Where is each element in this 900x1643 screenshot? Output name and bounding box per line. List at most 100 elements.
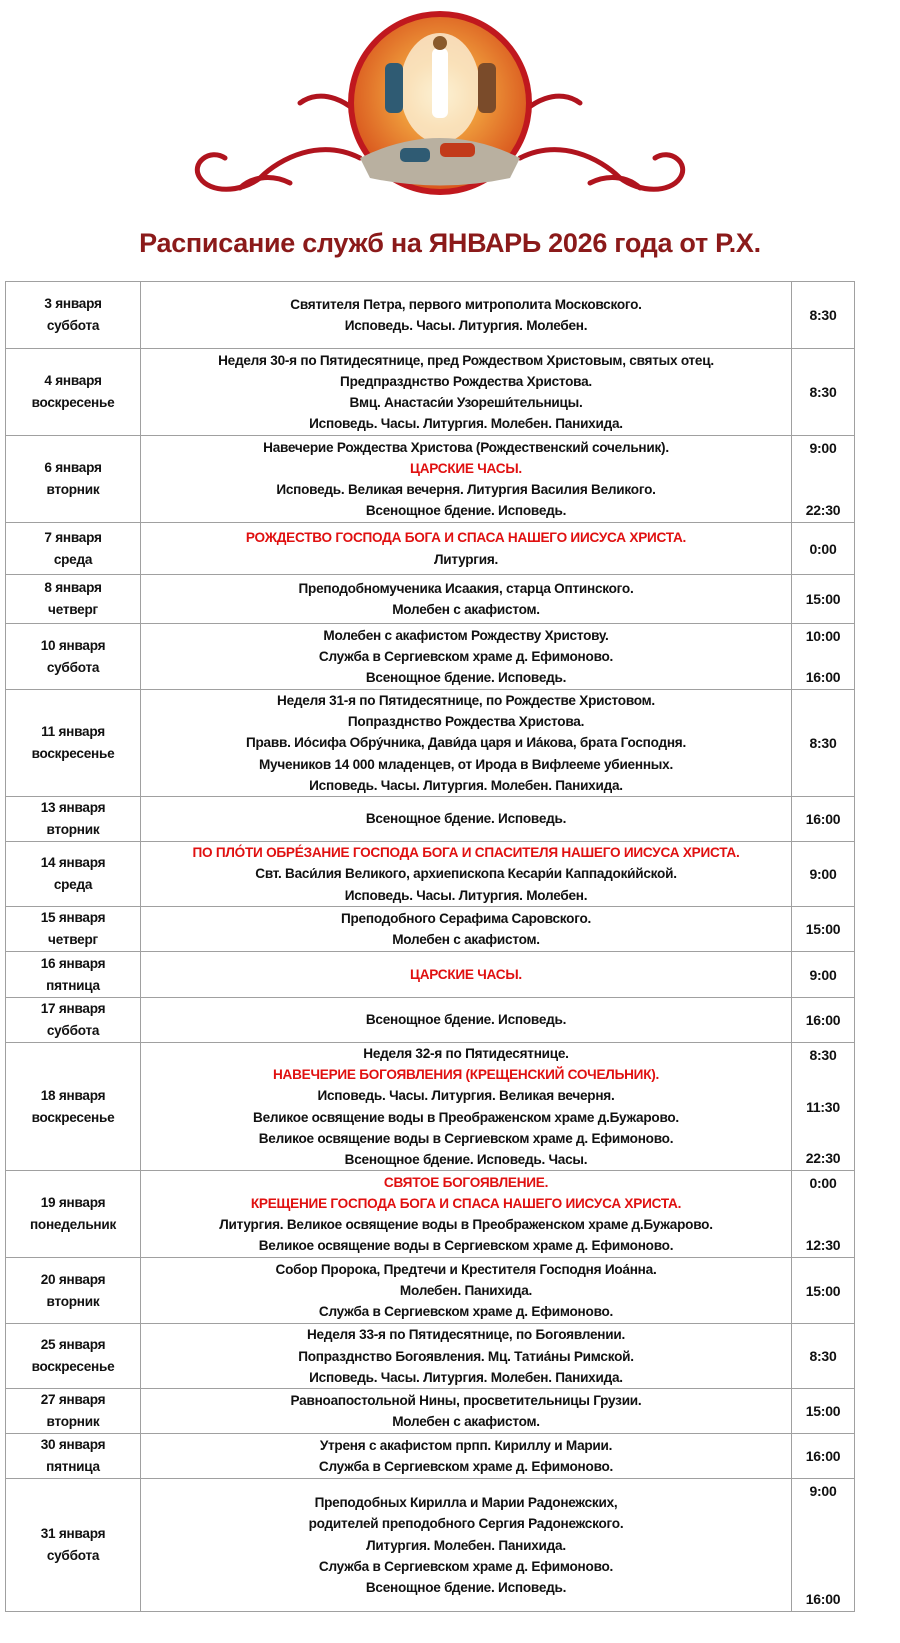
date: 18 января xyxy=(40,1087,106,1103)
service-line: Великое освящение воды в Сергиевском хра… xyxy=(258,1238,674,1254)
service-line: Всенощное бдение. Исповедь. xyxy=(365,670,567,686)
date-cell: 31 января суббота xyxy=(5,1478,141,1613)
service-line: Молебен с акафистом Рождеству Христову. xyxy=(323,627,609,643)
schedule-row: 16 января пятница ЦАРСКИЕ ЧАСЫ. 9:00 xyxy=(5,951,855,999)
weekday: пятница xyxy=(46,977,100,993)
services-cell: Утреня с акафистом прпп. Кириллу и Марии… xyxy=(140,1433,792,1480)
schedule-row: 27 января вторник Равноапостольной Нины, п… xyxy=(5,1388,855,1435)
schedule-row: 4 января воскресенье Неделя 30-я по Пятиде… xyxy=(5,348,855,436)
service-time: 16:00 xyxy=(805,1591,841,1608)
time-cell: 8:30 xyxy=(791,348,855,436)
service-time: 8:30 xyxy=(809,307,837,323)
date-cell: 14 января среда xyxy=(5,841,141,908)
schedule-row: 15 января четверг Преподобного Серафима Са… xyxy=(5,906,855,953)
service-line: Неделя 33-я по Пятидесятнице, по Богоявл… xyxy=(306,1327,626,1343)
date-cell: 25 января воскресенье xyxy=(5,1323,141,1390)
date: 17 января xyxy=(40,1001,106,1017)
service-time: 15:00 xyxy=(805,591,841,607)
weekday: понедельник xyxy=(29,1217,117,1233)
time-cell: 0:00 12:30 xyxy=(791,1170,855,1259)
services-cell: Всенощное бдение. Исповедь. xyxy=(140,796,792,843)
weekday: четверг xyxy=(48,602,98,617)
weekday: суббота xyxy=(46,1023,100,1039)
date: 27 января xyxy=(40,1392,106,1408)
service-time: 9:00 xyxy=(809,440,837,456)
service-line: Мучеников 14 000 младенцев, от Ирода в В… xyxy=(258,756,673,772)
services-cell: РОЖДЕСТВО ГОСПОДА БОГА И СПАСА НАШЕГО ИИ… xyxy=(140,522,792,575)
services-cell: Равноапостольной Нины, просветительницы … xyxy=(140,1388,792,1435)
service-line: РОЖДЕСТВО ГОСПОДА БОГА И СПАСА НАШЕГО ИИ… xyxy=(245,530,687,546)
service-line: Правв. Ио́сифа Обру́чника, Дави́да царя … xyxy=(245,735,687,751)
service-time: 12:30 xyxy=(805,1237,841,1254)
service-time: 16:00 xyxy=(805,811,841,828)
service-line: Молебен с акафистом. xyxy=(392,932,540,948)
time-cell: 8:30 xyxy=(791,688,855,798)
service-line: Исповедь. Часы. Литургия. Молебен. xyxy=(344,887,588,903)
service-time: 22:30 xyxy=(805,502,841,518)
service-line: Преподобномученика Исаакия, старца Оптин… xyxy=(298,580,634,596)
date: 8 января xyxy=(44,580,102,595)
time-cell: 9:00 xyxy=(791,951,855,999)
services-cell: Преподобномученика Исаакия, старца Оптин… xyxy=(140,574,792,624)
service-line: Служба в Сергиевском храме д. Ефимоново. xyxy=(318,1459,614,1475)
date-cell: 11 января воскресенье xyxy=(5,688,141,798)
service-time: 9:00 xyxy=(809,866,837,883)
service-time: 9:00 xyxy=(809,1483,837,1500)
date-cell: 4 января воскресенье xyxy=(5,348,141,436)
date-cell: 16 января пятница xyxy=(5,951,141,999)
services-cell: Преподобных Кирилла и Марии Радонежских,… xyxy=(140,1478,792,1613)
service-time: 16:00 xyxy=(805,669,841,685)
services-cell: Всенощное бдение. Исповедь. xyxy=(140,997,792,1044)
date: 13 января xyxy=(40,800,106,816)
service-line: ЦАРСКИЕ ЧАСЫ. xyxy=(410,966,522,982)
service-line: Неделя 32-я по Пятидесятнице. xyxy=(363,1046,569,1062)
services-cell: Неделя 30-я по Пятидесятнице, пред Рожде… xyxy=(140,348,792,436)
date: 10 января xyxy=(40,637,106,653)
service-line: Исповедь. Часы. Литургия. Молебен. Паних… xyxy=(309,777,623,793)
service-line: СВЯТОЕ БОГОЯВЛЕНИЕ. xyxy=(383,1174,549,1190)
date-cell: 17 января суббота xyxy=(5,997,141,1044)
schedule-row: 6 января вторник Навечерие Рождества Христ… xyxy=(5,435,855,523)
service-line: Молебен. Панихида. xyxy=(399,1283,533,1299)
date: 11 января xyxy=(41,724,105,739)
services-cell: Неделя 32-я по Пятидесятнице. НАВЕЧЕРИЕ Б… xyxy=(140,1042,792,1172)
weekday: воскресенье xyxy=(31,746,115,761)
schedule-row: 8 января четверг Преподобномученика Исааки… xyxy=(5,574,855,624)
page-title: Расписание служб на ЯНВАРЬ 2026 года от … xyxy=(139,228,761,258)
time-cell: 15:00 xyxy=(791,906,855,953)
services-cell: Неделя 31-я по Пятидесятнице, по Рождест… xyxy=(140,688,792,798)
schedule-row: 31 января суббота Преподобных Кирилла и Ма… xyxy=(5,1478,855,1613)
date-cell: 19 января понедельник xyxy=(5,1170,141,1259)
services-cell: ЦАРСКИЕ ЧАСЫ. xyxy=(140,951,792,999)
service-line: Равноапостольной Нины, просветительницы … xyxy=(290,1393,642,1409)
weekday: среда xyxy=(53,877,93,893)
date: 6 января xyxy=(44,460,102,475)
schedule-row: 20 января вторник Собор Пророка, Предтечи … xyxy=(5,1257,855,1325)
schedule-row: 17 января суббота Всенощное бдение. Испове… xyxy=(5,997,855,1044)
date-cell: 10 января суббота xyxy=(5,623,141,690)
service-time: 16:00 xyxy=(805,1012,841,1029)
date: 20 января xyxy=(40,1271,106,1287)
weekday: суббота xyxy=(46,318,100,333)
service-line: Свт. Васи́лия Великого, архиепископа Кес… xyxy=(255,866,677,882)
weekday: вторник xyxy=(46,482,100,497)
service-time: 8:30 xyxy=(809,735,837,751)
service-line: ЦАРСКИЕ ЧАСЫ. xyxy=(410,460,522,476)
services-cell: СВЯТОЕ БОГОЯВЛЕНИЕ. КРЕЩЕНИЕ ГОСПОДА БОГА… xyxy=(140,1170,792,1259)
date-cell: 27 января вторник xyxy=(5,1388,141,1435)
date-cell: 7 января среда xyxy=(5,522,141,575)
service-line: Собор Пророка, Предтечи и Крестителя Гос… xyxy=(275,1261,657,1277)
service-time: 11:30 xyxy=(806,1098,840,1115)
time-cell: 0:00 xyxy=(791,522,855,575)
date: 19 января xyxy=(40,1195,106,1211)
time-cell: 8:30 xyxy=(791,1323,855,1390)
schedule-row: 30 января пятница Утреня с акафистом прпп.… xyxy=(5,1433,855,1480)
weekday: воскресенье xyxy=(31,1109,115,1125)
weekday: суббота xyxy=(46,659,100,675)
services-cell: Преподобного Серафима Саровского. Молебен… xyxy=(140,906,792,953)
time-cell: 9:00 xyxy=(791,841,855,908)
time-cell: 8:30 11:30 22:30 xyxy=(791,1042,855,1172)
date-cell: 15 января четверг xyxy=(5,906,141,953)
services-cell: Собор Пророка, Предтечи и Крестителя Гос… xyxy=(140,1257,792,1325)
service-line: Исповедь. Часы. Литургия. Молебен. Паних… xyxy=(309,416,623,432)
